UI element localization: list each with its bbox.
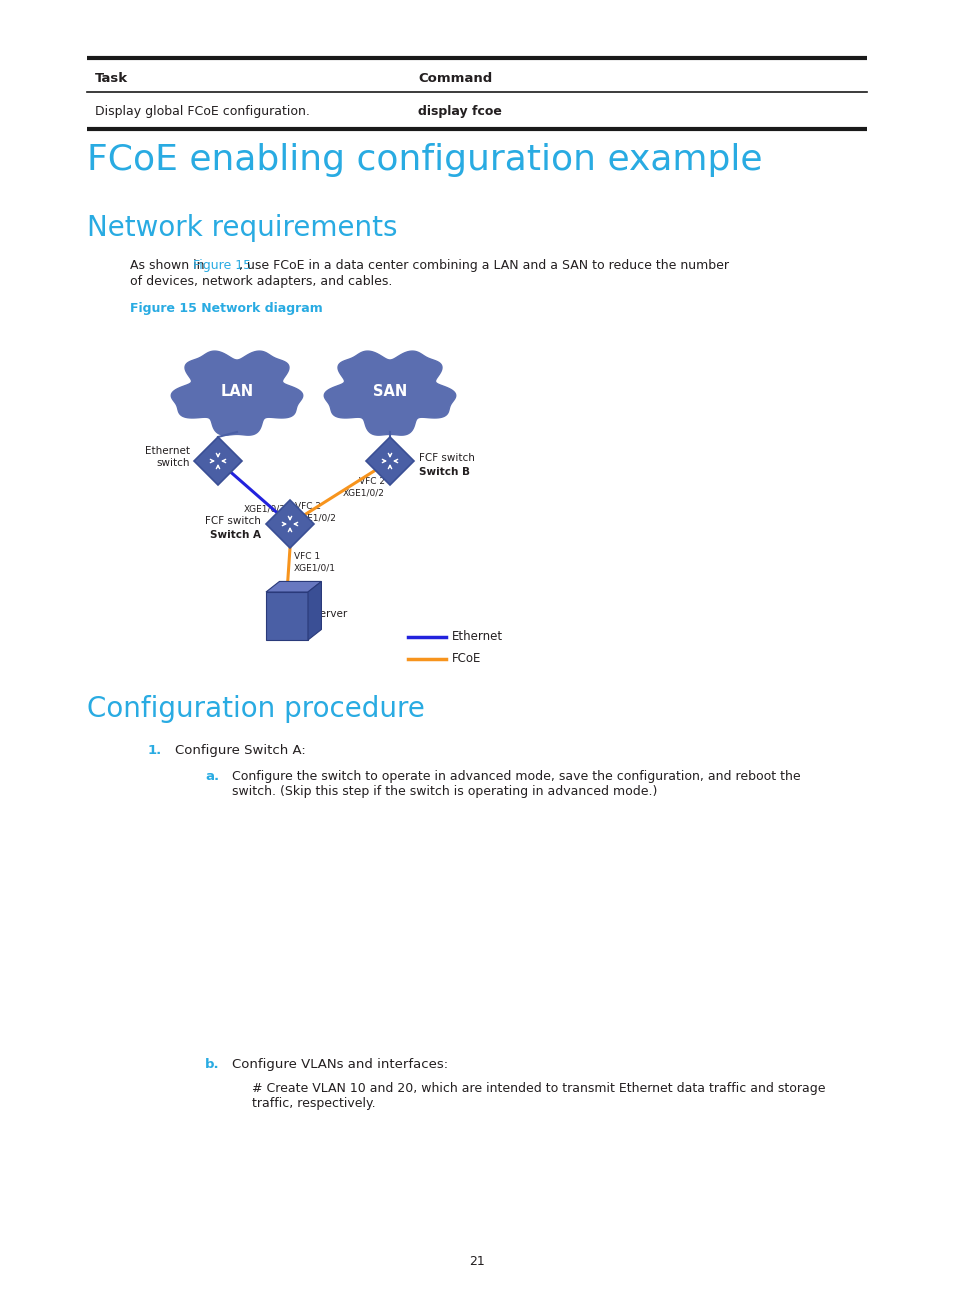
Text: Switch A: Switch A [210, 530, 261, 540]
Text: of devices, network adapters, and cables.: of devices, network adapters, and cables… [130, 275, 392, 288]
Polygon shape [266, 500, 314, 548]
Text: switch. (Skip this step if the switch is operating in advanced mode.): switch. (Skip this step if the switch is… [232, 785, 657, 798]
Text: Ethernet: Ethernet [452, 630, 502, 644]
Text: Server: Server [313, 609, 347, 619]
Text: b.: b. [205, 1058, 219, 1070]
Text: As shown in: As shown in [130, 259, 209, 272]
Text: traffic, respectively.: traffic, respectively. [252, 1096, 375, 1109]
Text: , use FCoE in a data center combining a LAN and a SAN to reduce the number: , use FCoE in a data center combining a … [239, 259, 728, 272]
Text: Switch B: Switch B [418, 467, 470, 477]
Text: Configuration procedure: Configuration procedure [87, 695, 424, 723]
Text: 1.: 1. [148, 744, 162, 757]
Polygon shape [324, 351, 456, 435]
Text: Figure 15 Network diagram: Figure 15 Network diagram [130, 302, 322, 315]
Text: Ethernet
switch: Ethernet switch [145, 446, 190, 468]
Text: display fcoe: display fcoe [417, 105, 501, 118]
Text: a.: a. [205, 770, 219, 783]
Text: SAN: SAN [373, 385, 407, 399]
Polygon shape [266, 582, 321, 592]
Text: Task: Task [95, 73, 128, 86]
Text: Display global FCoE configuration.: Display global FCoE configuration. [95, 105, 310, 118]
Text: VFC 2
XGE1/0/2: VFC 2 XGE1/0/2 [343, 477, 385, 498]
Polygon shape [366, 437, 414, 485]
Text: LAN: LAN [220, 385, 253, 399]
Text: Configure the switch to operate in advanced mode, save the configuration, and re: Configure the switch to operate in advan… [232, 770, 800, 783]
Text: VFC 2
XGE1/0/2: VFC 2 XGE1/0/2 [294, 502, 336, 522]
Polygon shape [172, 351, 302, 435]
Text: Configure Switch A:: Configure Switch A: [174, 744, 305, 757]
Text: 21: 21 [469, 1255, 484, 1267]
Text: XGE1/0/3: XGE1/0/3 [244, 504, 286, 513]
Text: Network requirements: Network requirements [87, 214, 397, 242]
Text: Command: Command [417, 73, 492, 86]
Text: FCoE: FCoE [452, 652, 481, 666]
Text: Figure 15: Figure 15 [193, 259, 251, 272]
Text: FCF switch: FCF switch [418, 454, 475, 463]
Text: VFC 1
XGE1/0/1: VFC 1 XGE1/0/1 [294, 552, 335, 572]
Text: FCoE enabling configuration example: FCoE enabling configuration example [87, 143, 761, 178]
Polygon shape [266, 592, 308, 640]
Text: FCF switch: FCF switch [205, 516, 261, 526]
Polygon shape [308, 582, 321, 640]
Polygon shape [193, 437, 242, 485]
Text: Configure VLANs and interfaces:: Configure VLANs and interfaces: [232, 1058, 448, 1070]
Text: # Create VLAN 10 and 20, which are intended to transmit Ethernet data traffic an: # Create VLAN 10 and 20, which are inten… [252, 1082, 824, 1095]
